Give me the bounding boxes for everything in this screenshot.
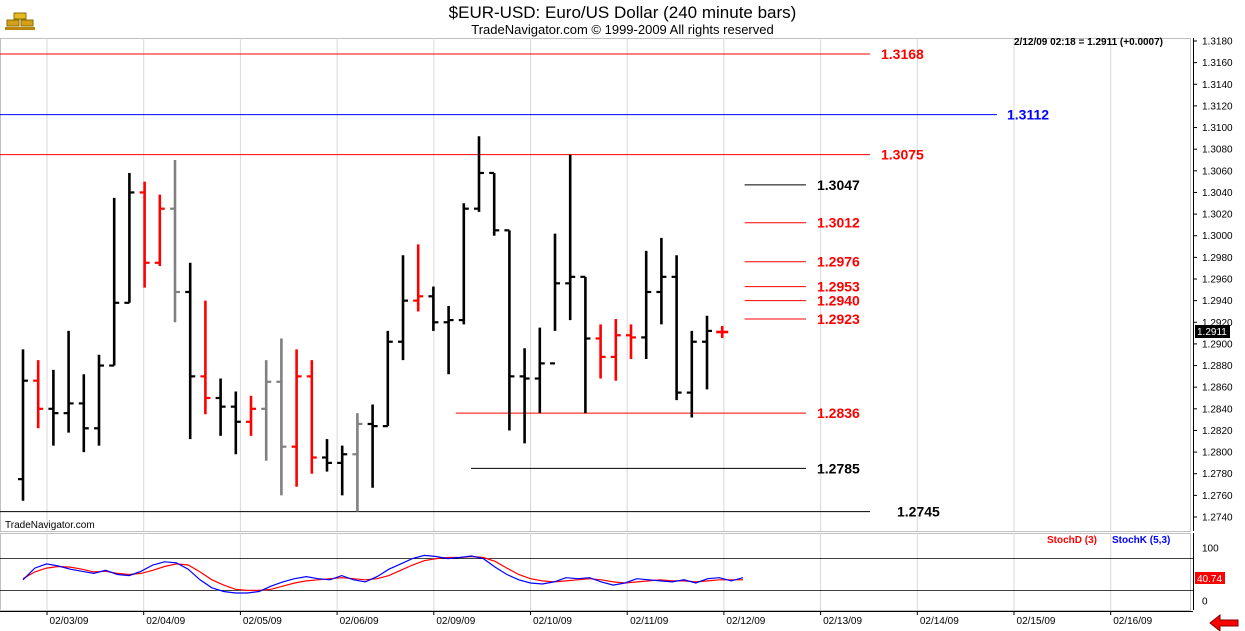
stochk-line bbox=[22, 554, 744, 594]
level-label: 1.2940 bbox=[817, 293, 860, 309]
price-tick-label: 1.3060 bbox=[1202, 166, 1233, 177]
last-price-box bbox=[1195, 325, 1230, 338]
price-tick-label: 1.2960 bbox=[1202, 275, 1233, 286]
price-tick-label: 1.2820 bbox=[1202, 426, 1233, 437]
price-tick-label: 1.3140 bbox=[1202, 80, 1233, 91]
price-panel-frame bbox=[0, 38, 1191, 532]
oscillator-last-box bbox=[1195, 572, 1225, 584]
price-tick-label: 1.3040 bbox=[1202, 188, 1233, 199]
level-label: 1.2745 bbox=[897, 504, 940, 520]
price-tick-label: 1.2940 bbox=[1202, 296, 1233, 307]
gold-bars-icon bbox=[5, 12, 35, 30]
price-tick-label: 1.3120 bbox=[1202, 101, 1233, 112]
oscillator-tick-label: 100 bbox=[1202, 544, 1219, 555]
price-tick-label: 1.3160 bbox=[1202, 58, 1233, 69]
price-tick-label: 1.2880 bbox=[1202, 361, 1233, 372]
price-tick-label: 1.2920 bbox=[1202, 318, 1233, 329]
price-tick-label: 1.3000 bbox=[1202, 231, 1233, 242]
price-tick-label: 1.2780 bbox=[1202, 469, 1233, 480]
price-tick-label: 1.2860 bbox=[1202, 383, 1233, 394]
date-label: 02/04/09 bbox=[146, 616, 185, 627]
price-tick-label: 1.2840 bbox=[1202, 404, 1233, 415]
date-label: 02/03/09 bbox=[50, 616, 89, 627]
watermark: TradeNavigator.com bbox=[5, 520, 95, 531]
date-label: 02/12/09 bbox=[726, 616, 765, 627]
quote-readout: 2/12/09 02:18 = 1.2911 (+0.0007) bbox=[1014, 37, 1163, 48]
level-label: 1.3075 bbox=[881, 147, 924, 163]
legend-stochd: StochD (3) bbox=[1047, 535, 1097, 546]
date-label: 02/13/09 bbox=[823, 616, 862, 627]
date-label: 02/14/09 bbox=[920, 616, 959, 627]
chart-subtitle: TradeNavigator.com © 1999-2009 All right… bbox=[471, 22, 774, 37]
price-tick-label: 1.2980 bbox=[1202, 253, 1233, 264]
chart-title: $EUR-USD: Euro/US Dollar (240 minute bar… bbox=[448, 3, 797, 22]
price-tick-label: 1.3020 bbox=[1202, 210, 1233, 221]
level-label: 1.3047 bbox=[817, 177, 860, 193]
level-label: 1.3112 bbox=[1007, 107, 1049, 123]
price-tick-label: 1.2760 bbox=[1202, 491, 1233, 502]
level-label: 1.2836 bbox=[817, 405, 860, 421]
price-tick-label: 1.3180 bbox=[1202, 37, 1233, 48]
date-label: 02/11/09 bbox=[630, 616, 669, 627]
level-label: 1.2976 bbox=[817, 254, 860, 270]
price-tick-label: 1.2800 bbox=[1202, 448, 1233, 459]
price-tick-label: 1.2740 bbox=[1202, 513, 1233, 524]
level-label: 1.3012 bbox=[817, 215, 860, 231]
legend-stochk: StochK (5,3) bbox=[1112, 535, 1170, 546]
date-label: 02/05/09 bbox=[243, 616, 282, 627]
date-label: 02/06/09 bbox=[340, 616, 379, 627]
level-label: 1.2923 bbox=[817, 311, 860, 327]
level-label: 1.3168 bbox=[881, 46, 924, 62]
oscillator-panel-frame bbox=[0, 533, 1191, 611]
date-label: 02/15/09 bbox=[1017, 616, 1056, 627]
oscillator-tick-label: 0 bbox=[1202, 597, 1208, 608]
price-tick-label: 1.3100 bbox=[1202, 123, 1233, 134]
last-price-label: 1.2911 bbox=[1197, 327, 1227, 338]
level-label: 1.2953 bbox=[817, 279, 860, 295]
price-tick-label: 1.2900 bbox=[1202, 339, 1233, 350]
oscillator-last-label: 40.74 bbox=[1197, 574, 1222, 585]
date-label: 02/09/09 bbox=[436, 616, 475, 627]
level-label: 1.2785 bbox=[817, 460, 860, 476]
price-tick-label: 1.3080 bbox=[1202, 145, 1233, 156]
scroll-left-arrow-icon[interactable] bbox=[1209, 613, 1239, 631]
date-label: 02/10/09 bbox=[533, 616, 572, 627]
date-label: 02/16/09 bbox=[1113, 616, 1152, 627]
